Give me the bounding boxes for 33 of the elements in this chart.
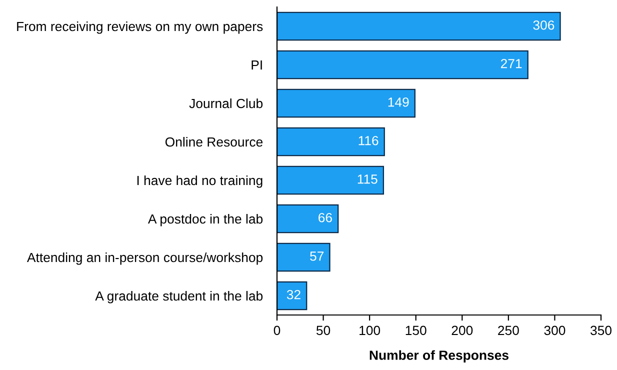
y-tick-label: From receiving reviews on my own papers [17, 21, 263, 34]
y-tick-label: PI [252, 60, 262, 70]
data-label: 306 [533, 20, 554, 30]
bar [277, 281, 308, 310]
y-tick-label: I have had no training [137, 175, 262, 188]
x-tick-label: 50 [316, 326, 330, 336]
x-tick-label: 100 [360, 326, 380, 336]
bar [277, 166, 384, 195]
bar [277, 242, 330, 272]
data-label: 116 [358, 136, 378, 146]
bar [277, 50, 528, 80]
bar [277, 88, 416, 118]
data-label: 66 [318, 212, 332, 222]
y-tick-label: Journal Club [189, 98, 263, 108]
y-tick-label: A postdoc in the lab [148, 214, 263, 226]
y-tick-label: A graduate student in the lab [95, 290, 263, 304]
x-tick-label: 0 [274, 326, 280, 336]
bar [277, 12, 561, 41]
bar [277, 204, 339, 234]
data-label: 149 [388, 97, 409, 107]
y-tick-label: Online Resource [165, 136, 263, 147]
x-tick-label: 200 [452, 326, 473, 336]
y-tick-label: Attending an in-person course/workshop [26, 252, 263, 265]
data-label: 115 [358, 174, 378, 184]
data-label: 57 [310, 252, 324, 261]
data-label: 271 [500, 58, 522, 68]
x-tick-label: 250 [498, 326, 519, 336]
x-tick-label: 350 [590, 326, 612, 336]
data-label: 32 [286, 290, 300, 300]
x-axis-title: Number of Responses [370, 350, 508, 363]
x-tick-label: 300 [544, 326, 566, 336]
x-tick-label: 150 [406, 326, 426, 336]
bar [277, 127, 385, 156]
